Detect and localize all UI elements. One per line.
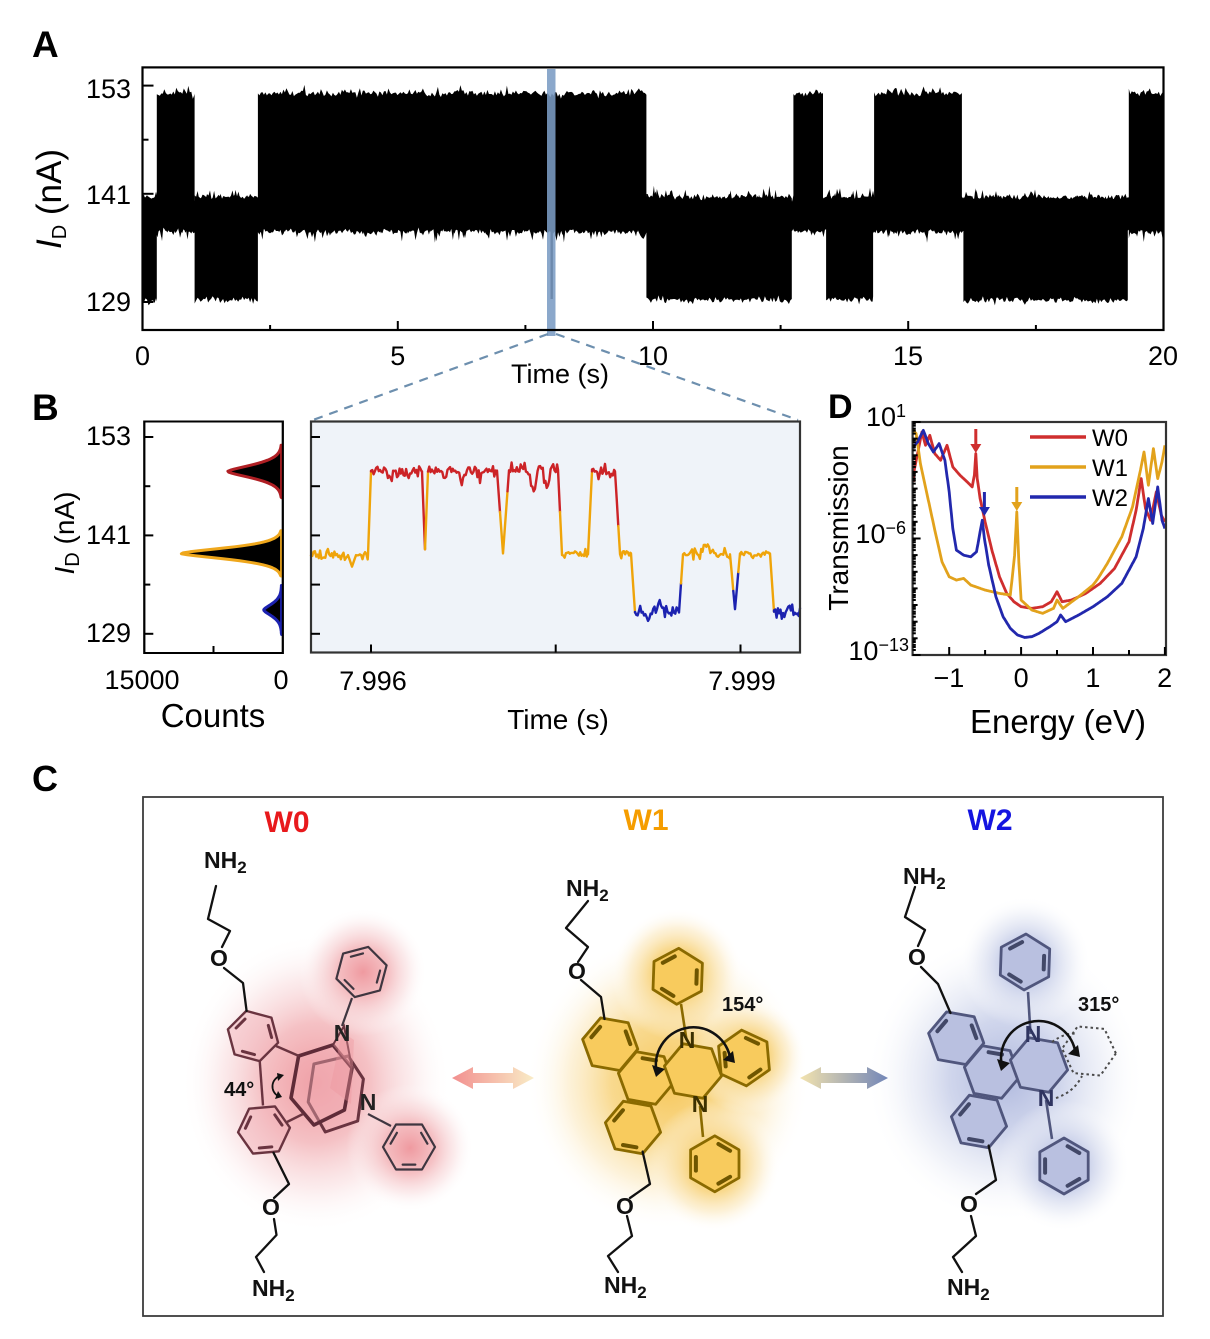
svg-text:N: N [1025,1021,1042,1047]
svg-text:−1: −1 [934,663,965,693]
svg-text:101: 101 [866,401,906,432]
svg-text:O: O [262,1194,280,1220]
svg-text:0: 0 [273,665,288,695]
svg-text:W2: W2 [968,804,1013,837]
svg-text:141: 141 [86,180,131,210]
svg-text:141: 141 [86,520,131,550]
svg-text:10−6: 10−6 [855,518,906,549]
svg-text:2: 2 [1157,663,1172,693]
svg-text:15000: 15000 [104,665,179,695]
svg-text:153: 153 [86,421,131,451]
svg-text:15: 15 [893,341,923,371]
svg-text:Time (s): Time (s) [507,704,609,735]
svg-text:N: N [334,1020,351,1046]
svg-text:129: 129 [86,618,131,648]
svg-text:20: 20 [1148,341,1178,371]
svg-text:W1: W1 [624,804,669,837]
svg-text:Energy (eV): Energy (eV) [970,703,1146,740]
svg-text:W2: W2 [1092,485,1128,512]
svg-text:1: 1 [1085,663,1100,693]
svg-text:N: N [692,1091,709,1117]
svg-text:154°: 154° [722,994,763,1016]
svg-text:44°: 44° [224,1079,254,1101]
svg-text:D: D [828,388,853,426]
svg-text:129: 129 [86,287,131,317]
svg-text:5: 5 [390,341,405,371]
svg-text:Time (s): Time (s) [511,359,609,389]
svg-text:W0: W0 [265,806,310,839]
svg-text:A: A [32,24,59,65]
svg-text:B: B [32,387,59,428]
svg-text:O: O [908,944,926,970]
svg-text:O: O [616,1193,634,1219]
svg-text:ID (nA): ID (nA) [30,149,71,249]
svg-text:Transmission: Transmission [823,445,854,610]
svg-text:Counts: Counts [161,697,266,734]
svg-text:0: 0 [135,341,150,371]
svg-text:N: N [360,1089,377,1115]
svg-text:W0: W0 [1092,425,1128,452]
svg-text:10: 10 [638,341,668,371]
svg-text:W1: W1 [1092,455,1128,482]
svg-text:N: N [679,1027,696,1053]
svg-text:N: N [1038,1085,1055,1111]
svg-text:7.999: 7.999 [708,666,776,696]
svg-text:315°: 315° [1078,994,1119,1016]
svg-text:O: O [960,1191,978,1217]
svg-text:O: O [210,945,228,971]
svg-text:7.996: 7.996 [339,666,407,696]
svg-text:153: 153 [86,74,131,104]
svg-text:ID (nA): ID (nA) [49,492,84,575]
svg-text:10−13: 10−13 [848,635,909,666]
svg-text:O: O [568,958,586,984]
svg-text:0: 0 [1014,663,1029,693]
svg-text:C: C [32,758,58,799]
